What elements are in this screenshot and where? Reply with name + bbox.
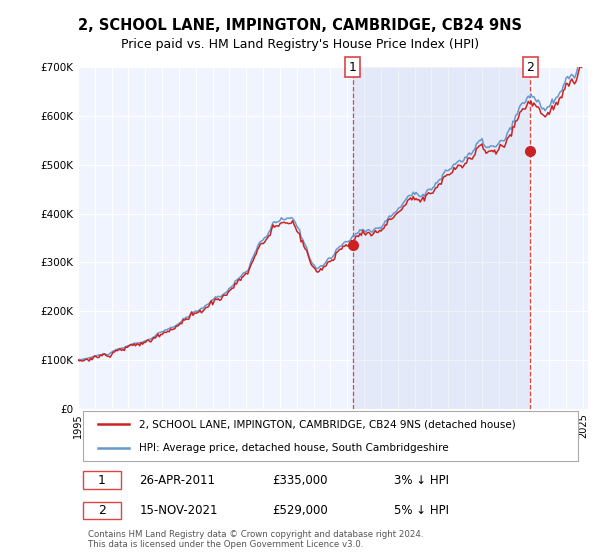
Text: 1: 1 [349, 60, 356, 74]
Text: 3% ↓ HPI: 3% ↓ HPI [394, 474, 449, 487]
Text: HPI: Average price, detached house, South Cambridgeshire: HPI: Average price, detached house, Sout… [139, 443, 449, 453]
FancyBboxPatch shape [83, 412, 578, 461]
FancyBboxPatch shape [83, 471, 121, 489]
Bar [353, 67, 530, 409]
Text: £335,000: £335,000 [272, 474, 328, 487]
Text: 2: 2 [98, 504, 106, 517]
Text: £529,000: £529,000 [272, 504, 328, 517]
Text: 2: 2 [526, 60, 535, 74]
FancyBboxPatch shape [83, 502, 121, 519]
Text: 2, SCHOOL LANE, IMPINGTON, CAMBRIDGE, CB24 9NS: 2, SCHOOL LANE, IMPINGTON, CAMBRIDGE, CB… [78, 18, 522, 32]
Text: 26-APR-2011: 26-APR-2011 [139, 474, 215, 487]
Text: Contains HM Land Registry data © Crown copyright and database right 2024.
This d: Contains HM Land Registry data © Crown c… [88, 530, 424, 549]
Text: 2, SCHOOL LANE, IMPINGTON, CAMBRIDGE, CB24 9NS (detached house): 2, SCHOOL LANE, IMPINGTON, CAMBRIDGE, CB… [139, 419, 516, 429]
Text: Price paid vs. HM Land Registry's House Price Index (HPI): Price paid vs. HM Land Registry's House … [121, 38, 479, 52]
Text: 1: 1 [98, 474, 106, 487]
Text: 15-NOV-2021: 15-NOV-2021 [139, 504, 218, 517]
Text: 5% ↓ HPI: 5% ↓ HPI [394, 504, 449, 517]
